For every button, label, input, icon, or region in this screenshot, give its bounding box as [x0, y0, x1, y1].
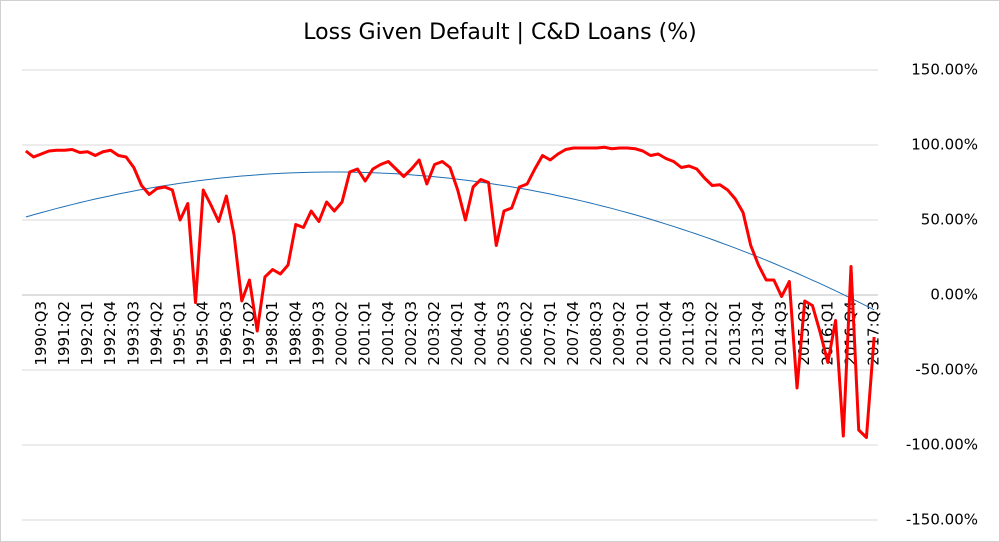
x-tick-label: 2007:Q1 [541, 301, 559, 366]
x-tick-label: 2004:Q1 [448, 301, 466, 366]
x-tick-label: 2001:Q1 [356, 301, 374, 366]
x-tick-label: 2003:Q2 [425, 301, 443, 366]
x-tick-label: 1996:Q3 [217, 301, 235, 366]
x-tick-label: 1995:Q1 [171, 301, 189, 366]
y-tick-label: -150.00% [906, 511, 978, 529]
x-tick-label: 2011:Q3 [680, 301, 698, 366]
x-tick-label: 1998:Q4 [286, 301, 304, 366]
x-tick-label: 1999:Q3 [309, 301, 327, 366]
x-tick-label: 2008:Q3 [587, 301, 605, 366]
x-tick-label: 2016:Q1 [818, 301, 836, 366]
x-tick-label: 2013:Q1 [726, 301, 744, 366]
x-tick-label: 1994:Q2 [147, 301, 165, 366]
x-tick-label: 2010:Q1 [633, 301, 651, 366]
x-tick-label: 1990:Q3 [32, 301, 50, 366]
x-tick-label: 2012:Q2 [703, 301, 721, 366]
y-tick-label: -100.00% [906, 436, 978, 454]
series-line [24, 145, 876, 439]
x-tick-label: 2004:Q4 [471, 301, 489, 366]
x-tick-label: 1998:Q1 [263, 301, 281, 366]
x-tick-label: 1995:Q4 [194, 301, 212, 366]
x-tick-label: 2014:Q3 [772, 301, 790, 366]
x-tick-label: 1997:Q2 [240, 301, 258, 366]
x-tick-label: 2002:Q3 [402, 301, 420, 366]
x-tick-label: 2007:Q4 [564, 301, 582, 366]
x-tick-label: 1992:Q4 [101, 301, 119, 366]
y-tick-label: -50.00% [915, 361, 978, 379]
x-tick-label: 2013:Q4 [749, 301, 767, 366]
series-line [25, 171, 875, 311]
x-tick-label: 2017:Q3 [865, 301, 883, 366]
x-tick-label: 2009:Q2 [610, 301, 628, 366]
x-tick-label: 2016:Q4 [842, 301, 860, 366]
chart-title: Loss Given Default | C&D Loans (%) [303, 20, 696, 45]
y-tick-label: 50.00% [921, 211, 978, 229]
x-tick-label: 2001:Q4 [379, 301, 397, 366]
x-tick-label: 1993:Q3 [124, 301, 142, 366]
x-tick-label: 2010:Q4 [656, 301, 674, 366]
x-tick-label: 1992:Q1 [78, 301, 96, 366]
x-tick-label: 2005:Q3 [494, 301, 512, 366]
y-tick-label: 0.00% [930, 286, 978, 304]
x-tick-label: 2006:Q2 [518, 301, 536, 366]
x-tick-label: 1991:Q2 [55, 301, 73, 366]
x-tick-label: 2000:Q2 [333, 301, 351, 366]
y-tick-label: 150.00% [911, 61, 978, 79]
y-tick-label: 100.00% [911, 136, 978, 154]
